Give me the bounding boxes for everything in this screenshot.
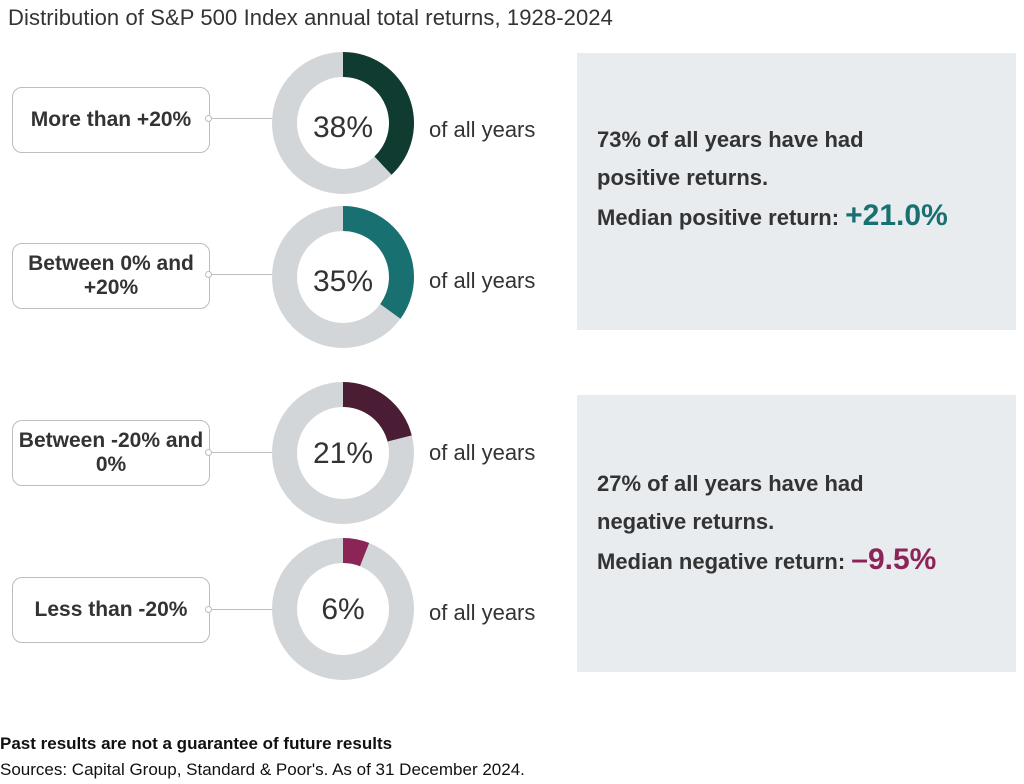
negative-median-value: –9.5%: [851, 543, 937, 576]
category-label-between-0-and-20: Between 0% and +20%: [12, 243, 210, 309]
negative-summary-line1: 27% of all years have had: [597, 471, 864, 496]
donut-chart-less-than-minus20: [272, 538, 414, 680]
connector-line: [210, 452, 272, 453]
connector-line: [210, 118, 272, 119]
donut-chart-between-0-and-20: [272, 206, 414, 348]
connector-line: [210, 609, 272, 610]
positive-summary-panel: 73% of all years have had positive retur…: [577, 53, 1016, 330]
of-all-years-label: of all years: [429, 600, 536, 625]
connector-dot: [205, 271, 212, 278]
of-all-years-label: of all years: [429, 268, 536, 293]
positive-median-row: Median positive return: +21.0%: [597, 197, 948, 237]
category-label-less-than-minus20: Less than -20%: [12, 577, 210, 643]
positive-median-label: Median positive return:: [597, 205, 846, 230]
pct-label-between-minus20-and-0: 21%: [312, 437, 374, 470]
positive-median-value: +21.0%: [845, 199, 948, 232]
donut-slice: [343, 382, 412, 442]
connector-line: [210, 274, 272, 275]
connector-dot: [205, 449, 212, 456]
disclaimer-text: Past results are not a guarantee of futu…: [0, 734, 393, 753]
donut-slice: [343, 206, 414, 319]
sources-text: Sources: Capital Group, Standard & Poor'…: [0, 760, 525, 779]
positive-summary-line2: positive returns.: [597, 165, 769, 190]
negative-median-label: Median negative return:: [597, 549, 852, 574]
donut-slice: [343, 52, 414, 175]
donut-slice: [343, 538, 370, 567]
pct-label-between-0-and-20: 35%: [312, 265, 374, 298]
connector-dot: [205, 115, 212, 122]
of-all-years-label: of all years: [429, 440, 536, 465]
chart-title: Distribution of S&P 500 Index annual tot…: [8, 5, 613, 30]
donut-chart-more-than-20: [272, 52, 414, 194]
pct-label-more-than-20: 38%: [312, 111, 374, 144]
donut-chart-between-minus20-and-0: [272, 382, 414, 524]
category-label-between-minus20-and-0: Between -20% and 0%: [12, 420, 210, 486]
pct-label-less-than-minus20: 6%: [321, 593, 365, 626]
negative-median-row: Median negative return: –9.5%: [597, 541, 936, 581]
category-label-more-than-20: More than +20%: [12, 87, 210, 153]
positive-summary-line1: 73% of all years have had: [597, 127, 864, 152]
connector-dot: [205, 606, 212, 613]
of-all-years-label: of all years: [429, 117, 536, 142]
negative-summary-panel: 27% of all years have had negative retur…: [577, 395, 1016, 672]
negative-summary-line2: negative returns.: [597, 509, 775, 534]
